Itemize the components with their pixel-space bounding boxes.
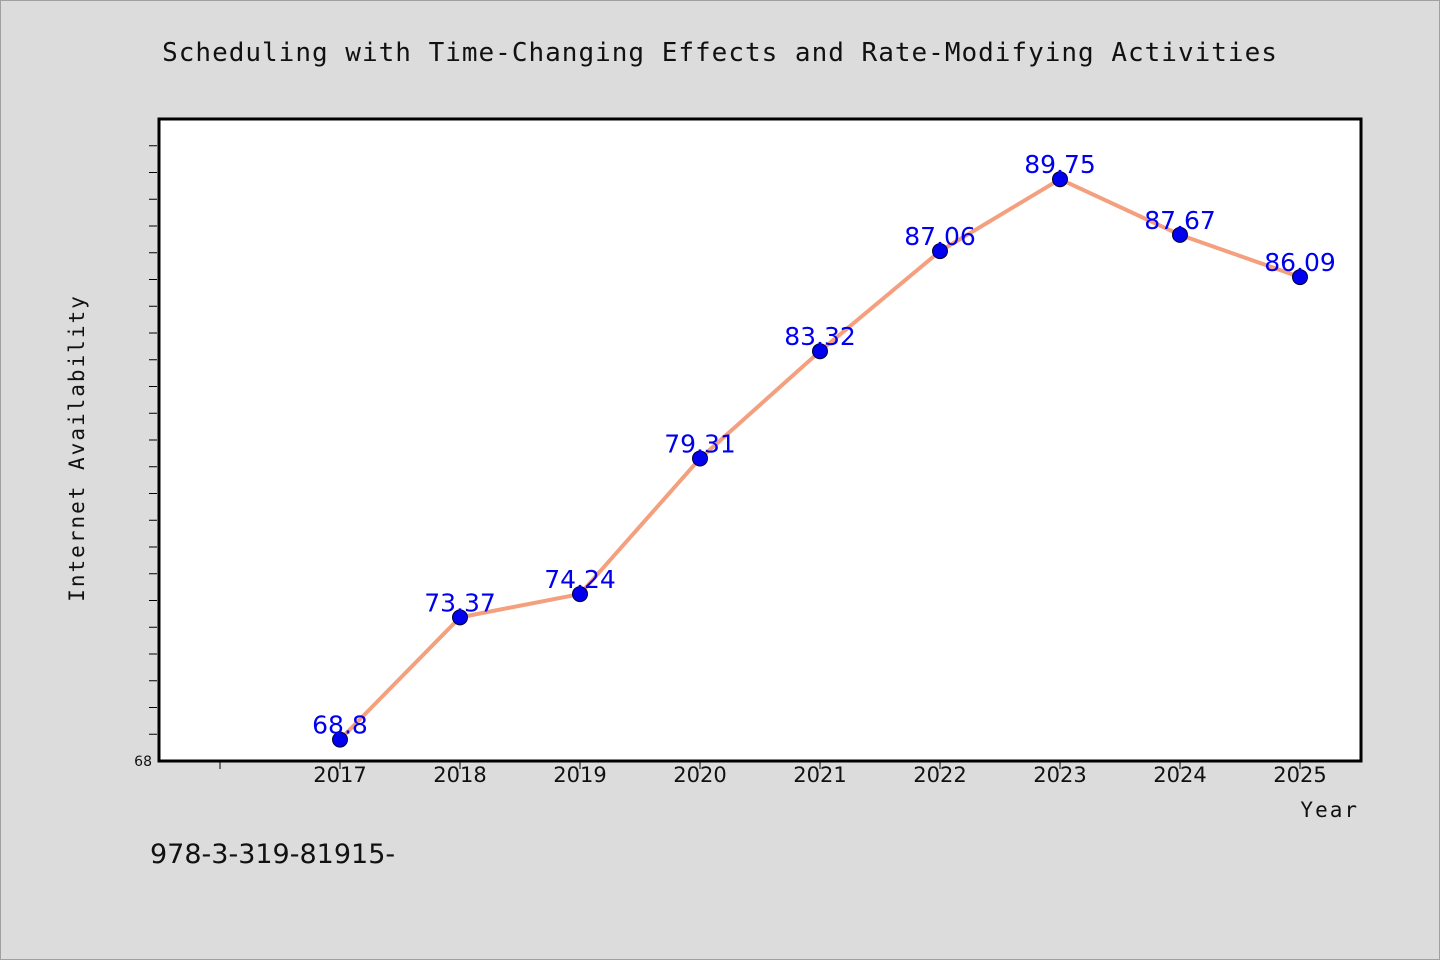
data-point [692, 450, 708, 467]
x-tick-label: 2019 [553, 763, 606, 787]
x-tick-label: 2017 [313, 763, 366, 787]
x-axis-ticks: 2017 2018 2019 2020 2021 2022 2023 2024 2025 [219, 761, 1327, 787]
y-min-label: 68 [134, 754, 152, 770]
data-label: 83.32 [784, 322, 856, 351]
y-axis-label: Internet Availability [65, 294, 89, 602]
x-tick-label: 2025 [1273, 763, 1326, 787]
y-axis-ticks [149, 145, 157, 735]
x-tick-label: 2023 [1033, 763, 1086, 787]
data-point [932, 243, 948, 260]
data-label: 86.09 [1264, 248, 1336, 277]
data-point [1172, 226, 1188, 243]
x-tick-label: 2024 [1153, 763, 1206, 787]
chart-title: Scheduling with Time-Changing Effects an… [162, 38, 1278, 68]
data-points [332, 171, 1308, 748]
data-point [452, 609, 468, 626]
data-label: 79.31 [664, 429, 736, 458]
data-point [812, 343, 828, 360]
x-axis-label: Year [1300, 798, 1359, 822]
x-tick-label: 2022 [913, 763, 966, 787]
data-point [1052, 171, 1068, 188]
data-label: 87.06 [904, 222, 976, 251]
data-label: 89.75 [1024, 150, 1096, 179]
x-tick-label: 2018 [433, 763, 486, 787]
data-labels: 68.8 73.37 74.24 79.31 83.32 87.06 89.75 87.67 8… [312, 150, 1336, 739]
data-point [572, 586, 588, 603]
x-tick-label: 2021 [793, 763, 846, 787]
x-tick-label: 2020 [673, 763, 726, 787]
data-label: 68.8 [312, 711, 368, 740]
data-point [1292, 269, 1308, 286]
data-label: 74.24 [544, 565, 616, 594]
data-label: 73.37 [424, 588, 496, 617]
data-point [332, 731, 348, 748]
footnote: 978-3-319-81915- [150, 839, 395, 870]
data-label: 87.67 [1144, 206, 1216, 235]
